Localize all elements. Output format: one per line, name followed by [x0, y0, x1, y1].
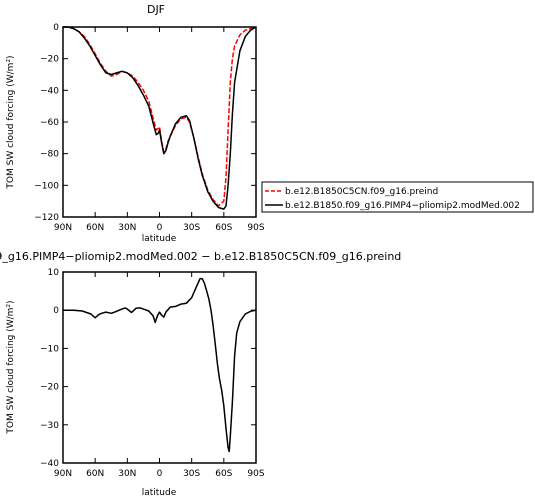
bottom-y-tick-label-2: −10 — [40, 344, 59, 354]
bottom-y-axis: 10 0 −10 −20 −30 −40 — [40, 268, 256, 469]
legend-label-pliomip: b.e12.B1850.f09_g16.PIMP4−pliomip2.modMe… — [285, 201, 520, 211]
top-x-tick-label-3: 0 — [157, 223, 163, 233]
bottom-series-line-0 — [63, 277, 257, 453]
top-series-group — [63, 26, 257, 210]
bottom-y-tick-label-5: −40 — [40, 459, 59, 469]
top-x-tick-label-2: 30N — [118, 223, 136, 233]
top-y-tick-label-3: −60 — [40, 118, 59, 128]
top-y-axis-label: TOM SW cloud forcing (W/m²) — [6, 55, 16, 189]
top-series-line-0 — [63, 26, 257, 207]
top-y-tick-label-6: −120 — [34, 213, 59, 223]
top-x-tick-label-6: 90S — [247, 223, 264, 233]
top-x-tick-label-5: 60S — [215, 223, 232, 233]
bottom-y-tick-label-1: 0 — [53, 306, 59, 316]
bottom-chart-title: b.e12.B1850.f09_g16.PIMP4−pliomip2.modMe… — [0, 250, 401, 263]
bottom-x-tick-label-5: 60S — [215, 469, 232, 479]
top-y-axis: 0 −20 −40 −60 −80 −100 −120 — [34, 23, 256, 223]
bottom-x-tick-label-3: 0 — [157, 469, 163, 479]
bottom-y-tick-label-3: −20 — [40, 383, 59, 393]
bottom-x-axis-label: latitude — [142, 488, 177, 498]
bottom-y-tick-label-4: −30 — [40, 421, 59, 431]
legend: b.e12.B1850C5CN.f09_g16.preind b.e12.B18… — [261, 181, 534, 213]
top-y-tick-label-2: −40 — [40, 86, 59, 96]
legend-box — [261, 181, 534, 213]
top-x-tick-label-4: 30S — [183, 223, 200, 233]
bottom-x-tick-label-4: 30S — [183, 469, 200, 479]
top-y-tick-label-0: 0 — [53, 23, 59, 33]
top-x-axis-label: latitude — [142, 234, 177, 244]
bottom-panel: b.e12.B1850.f09_g16.PIMP4−pliomip2.modMe… — [0, 250, 401, 498]
top-y-tick-label-4: −80 — [40, 150, 59, 160]
bottom-x-tick-label-6: 90S — [247, 469, 264, 479]
top-y-tick-label-5: −100 — [34, 181, 59, 191]
bottom-y-tick-label-0: 10 — [48, 268, 60, 278]
bottom-x-tick-label-2: 30N — [118, 469, 136, 479]
bottom-series-group — [63, 277, 257, 453]
top-x-tick-label-1: 60N — [86, 223, 104, 233]
top-chart-title: DJF — [147, 3, 165, 16]
top-x-axis: 90N 60N 30N 0 30S 60S 90S — [54, 27, 265, 233]
legend-label-preind: b.e12.B1850C5CN.f09_g16.preind — [285, 187, 438, 197]
top-series-line-1 — [63, 26, 257, 210]
bottom-x-tick-label-1: 60N — [86, 469, 104, 479]
bottom-x-axis: 90N 60N 30N 0 30S 60S 90S — [54, 272, 265, 479]
bottom-y-axis-label: TOM SW cloud forcing (W/m²) — [6, 300, 16, 434]
top-x-tick-label-0: 90N — [54, 223, 72, 233]
top-y-tick-label-1: −20 — [40, 55, 59, 65]
top-panel: DJF 0 −20 −40 −60 −80 −100 −120 90N 60N 30N 0 30S 6… — [6, 3, 534, 244]
bottom-x-tick-label-0: 90N — [54, 469, 72, 479]
